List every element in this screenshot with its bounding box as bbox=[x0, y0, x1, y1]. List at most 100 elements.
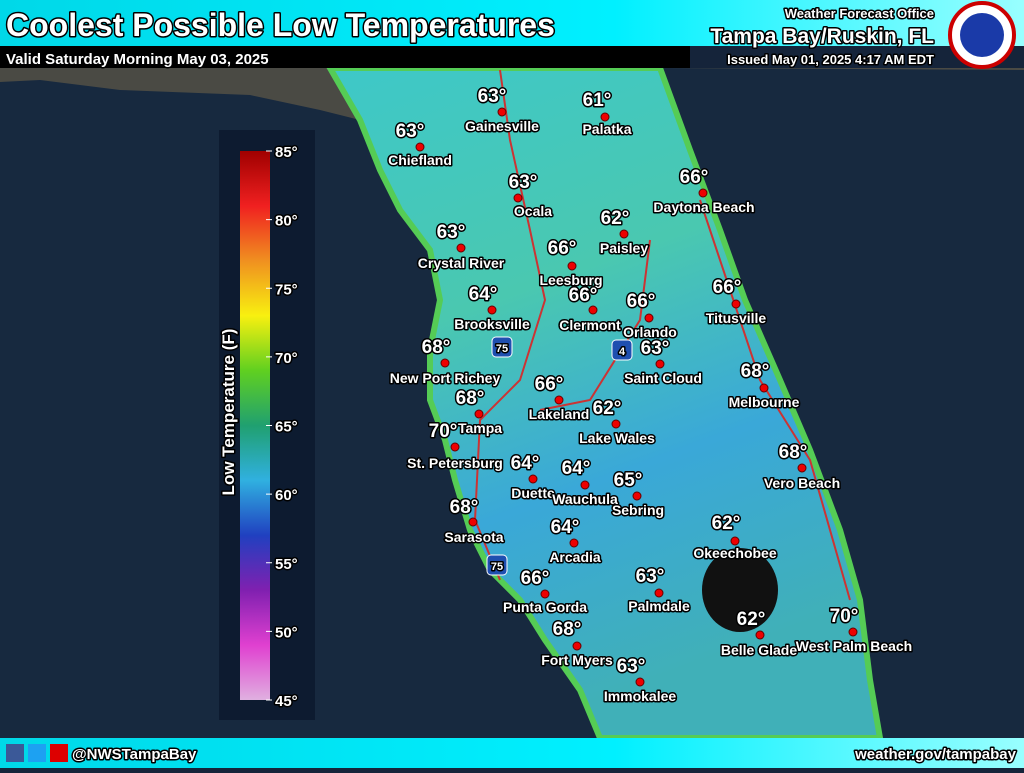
legend-tick-label: 65° bbox=[275, 419, 298, 436]
city-dot bbox=[611, 419, 621, 429]
legend-tick-label: 50° bbox=[275, 624, 298, 641]
highway-shield-label: 4 bbox=[619, 346, 626, 358]
footer-handle[interactable]: @NWSTampaBay bbox=[71, 745, 199, 765]
city-name: Okeechobee bbox=[693, 545, 776, 561]
city-temp: 64° bbox=[469, 284, 498, 305]
city-name: Leesburg bbox=[539, 272, 602, 288]
city-temp: 66° bbox=[627, 291, 656, 312]
legend-tick-label: 75° bbox=[275, 281, 298, 298]
city-name: Lakeland bbox=[529, 406, 590, 422]
city-temp: 68° bbox=[422, 337, 451, 358]
city-dot bbox=[655, 359, 665, 369]
city-temp: 66° bbox=[548, 238, 577, 259]
legend-tick-label: 80° bbox=[275, 213, 298, 230]
city-temp: 64° bbox=[551, 517, 580, 538]
city-name: Brooksville bbox=[454, 316, 530, 332]
city-dot bbox=[440, 358, 450, 368]
office: Weather Forecast Office bbox=[785, 6, 934, 21]
nws-logo-inner bbox=[960, 13, 1004, 57]
subtitle: Valid Saturday Morning May 03, 2025 bbox=[6, 51, 269, 68]
city-dot bbox=[759, 383, 769, 393]
city-name: Fort Myers bbox=[541, 652, 613, 668]
city-name: Lake Wales bbox=[579, 430, 655, 446]
city-dot bbox=[572, 641, 582, 651]
city-name: Daytona Beach bbox=[653, 199, 754, 215]
city-temp: 70° bbox=[429, 421, 458, 442]
city-temp: 61° bbox=[583, 90, 612, 111]
city-temp: 62° bbox=[601, 208, 630, 229]
highway-shield bbox=[486, 554, 508, 576]
city-temp: 63° bbox=[641, 338, 670, 359]
legend-tick-label: 85° bbox=[275, 144, 298, 161]
city-name: Clermont bbox=[559, 317, 621, 333]
city-dot bbox=[468, 517, 478, 527]
city-temp: 68° bbox=[741, 361, 770, 382]
city-name: Orlando bbox=[623, 324, 677, 340]
city-name: Crystal River bbox=[418, 255, 505, 271]
city-name: Paisley bbox=[600, 240, 648, 256]
city-name: Belle Glade bbox=[721, 642, 797, 658]
city-dot bbox=[644, 313, 654, 323]
city-name: Arcadia bbox=[549, 549, 601, 565]
city-name: Ocala bbox=[514, 203, 552, 219]
city-name: Wauchula bbox=[552, 491, 618, 507]
city-dot bbox=[456, 243, 466, 253]
twitter-icon[interactable] bbox=[28, 744, 46, 762]
youtube-icon[interactable] bbox=[50, 744, 68, 762]
city-name: Gainesville bbox=[465, 118, 539, 134]
city-temp: 68° bbox=[456, 388, 485, 409]
city-temp: 63° bbox=[636, 566, 665, 587]
facebook-icon[interactable] bbox=[6, 744, 24, 762]
city-dot bbox=[554, 395, 564, 405]
city-name: Sarasota bbox=[444, 529, 503, 545]
city-temp: 68° bbox=[553, 619, 582, 640]
city-dot bbox=[848, 627, 858, 637]
city-dot bbox=[730, 536, 740, 546]
city-dot bbox=[567, 261, 577, 271]
outer-land bbox=[0, 68, 1024, 120]
lake-okeechobee bbox=[702, 548, 778, 632]
city-dot bbox=[569, 538, 579, 548]
legend-tick-label: 45° bbox=[275, 693, 298, 710]
city-dot bbox=[540, 589, 550, 599]
city-dot bbox=[415, 142, 425, 152]
city-name: Vero Beach bbox=[764, 475, 840, 491]
city-temp: 62° bbox=[593, 398, 622, 419]
city-name: Palmdale bbox=[628, 598, 690, 614]
city-name: Punta Gorda bbox=[503, 599, 587, 615]
title: Coolest Possible Low Temperatures bbox=[6, 7, 555, 43]
city-dot bbox=[619, 229, 629, 239]
city-temp: 63° bbox=[478, 86, 507, 107]
city-dot bbox=[497, 107, 507, 117]
highway-shield-label: 75 bbox=[496, 343, 508, 355]
city-name: New Port Richey bbox=[390, 370, 501, 386]
city-name: St. Petersburg bbox=[407, 455, 503, 471]
city-dot bbox=[513, 193, 523, 203]
city-dot bbox=[450, 442, 460, 452]
city-dot bbox=[474, 409, 484, 419]
city-name: Melbourne bbox=[729, 394, 800, 410]
city-dot bbox=[528, 474, 538, 484]
city-temp: 62° bbox=[737, 609, 766, 630]
city-dot bbox=[797, 463, 807, 473]
city-dot bbox=[654, 588, 664, 598]
city-temp: 63° bbox=[509, 172, 538, 193]
highway-shield bbox=[611, 339, 633, 361]
city-dot bbox=[600, 112, 610, 122]
city-temp: 66° bbox=[535, 374, 564, 395]
legend-title: Low Temperature (F) bbox=[219, 329, 238, 496]
city-temp: 63° bbox=[396, 121, 425, 142]
city-name: Immokalee bbox=[604, 688, 677, 704]
city-name: Chiefland bbox=[388, 152, 452, 168]
location: Tampa Bay/Ruskin, FL bbox=[710, 25, 934, 48]
city-temp: 68° bbox=[779, 442, 808, 463]
city-temp: 62° bbox=[712, 513, 741, 534]
highway-shield bbox=[491, 336, 513, 358]
colorbar bbox=[240, 151, 270, 700]
city-temp: 64° bbox=[562, 458, 591, 479]
footer-url[interactable]: weather.gov/tampabay bbox=[853, 745, 1019, 765]
city-temp: 63° bbox=[437, 222, 466, 243]
city-name: Saint Cloud bbox=[624, 370, 702, 386]
